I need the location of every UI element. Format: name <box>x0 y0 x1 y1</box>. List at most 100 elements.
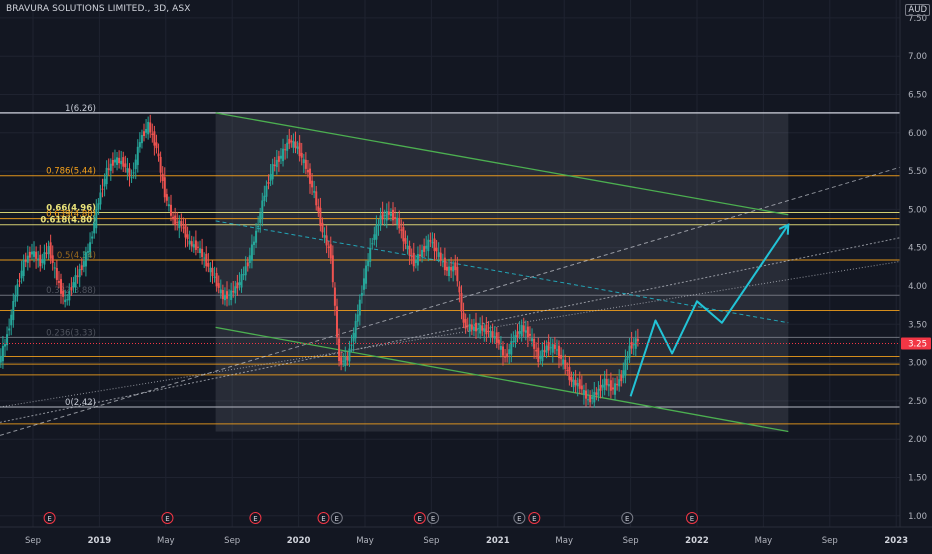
candle-body <box>616 383 619 386</box>
earnings-marker-icon[interactable] <box>161 512 174 524</box>
time-axis-tick: May <box>356 536 374 546</box>
candle-body <box>153 131 156 146</box>
candle-body <box>126 167 129 173</box>
channel-bottom-line[interactable] <box>215 326 789 433</box>
candle-body <box>174 215 177 226</box>
candle-body <box>389 213 392 216</box>
candle-body <box>323 234 326 238</box>
candle-body <box>504 356 507 358</box>
candle-body <box>167 204 170 207</box>
candle-body <box>456 266 459 282</box>
candle-body <box>265 185 268 197</box>
price-axis-tick: 2.00 <box>908 435 927 445</box>
candle-body <box>149 122 152 133</box>
earnings-marker-label: E <box>253 515 257 523</box>
projection-arrowhead <box>778 223 790 235</box>
candle-body <box>186 234 189 240</box>
time-axis-tick: Sep <box>224 536 240 546</box>
candle-body <box>55 267 58 280</box>
candle-body <box>404 238 407 244</box>
candle-body <box>350 344 353 346</box>
candle-body <box>120 160 123 165</box>
candle-body <box>410 256 413 258</box>
candle-body <box>356 314 359 322</box>
candle-body <box>159 156 162 173</box>
candle-body <box>377 224 380 226</box>
candle-body <box>508 349 511 354</box>
candle-body <box>462 312 465 323</box>
earnings-marker-label: E <box>690 515 694 523</box>
time-axis-tick: Sep <box>423 536 439 546</box>
currency-badge[interactable]: AUD <box>905 4 930 16</box>
candle-body <box>217 283 220 288</box>
earnings-marker-icon[interactable] <box>621 512 634 524</box>
candle-body <box>37 258 40 260</box>
earnings-marker-icon[interactable] <box>330 512 343 524</box>
earnings-marker-icon[interactable] <box>43 512 56 524</box>
earnings-marker-icon[interactable] <box>249 512 262 524</box>
trend-line-dashed[interactable] <box>0 166 901 436</box>
candle-body <box>22 259 25 277</box>
candle-body <box>321 222 324 233</box>
candle-body <box>458 286 461 293</box>
candle-body <box>365 265 368 284</box>
candle-body <box>522 325 525 332</box>
candle-body <box>107 168 110 170</box>
candle-body <box>611 387 614 390</box>
candle-body <box>188 240 191 245</box>
earnings-marker-icon[interactable] <box>686 512 699 524</box>
candle-body <box>435 247 438 252</box>
candle-body <box>172 216 175 220</box>
trend-line-dotted[interactable] <box>0 260 901 408</box>
candle-body <box>574 380 577 386</box>
channel-top-line[interactable] <box>215 112 789 216</box>
candle-body <box>342 360 345 362</box>
trend-line-dotted[interactable] <box>0 237 901 423</box>
candle-body <box>134 159 137 170</box>
candle-body <box>398 218 401 229</box>
candle-body <box>252 241 255 246</box>
candle-body <box>464 318 467 329</box>
fib-level-label: 0.639(4.88) <box>46 210 96 220</box>
time-axis-tick: May <box>157 536 175 546</box>
projection-path[interactable] <box>629 224 790 397</box>
candle-body <box>143 131 146 137</box>
candle-body <box>80 265 83 271</box>
candle-body <box>618 379 621 387</box>
candle-body <box>327 246 330 249</box>
candle-body <box>33 251 36 257</box>
candle-body <box>269 173 272 181</box>
candle-body <box>10 314 13 326</box>
candle-body <box>66 299 69 301</box>
candle-body <box>423 246 426 252</box>
earnings-marker-icon[interactable] <box>528 512 541 524</box>
candle-body <box>72 282 75 288</box>
candle-body <box>296 146 299 149</box>
candle-body <box>74 275 77 288</box>
candle-body <box>132 172 135 174</box>
candle-body <box>385 210 388 221</box>
candle-body <box>236 282 239 289</box>
price-axis-tick: 5.00 <box>908 205 927 215</box>
candle-body <box>597 388 600 396</box>
price-axis-tick: 3.50 <box>908 320 927 330</box>
time-axis-bg <box>0 527 932 550</box>
candle-body <box>140 135 143 144</box>
candle-body <box>221 290 224 300</box>
candle-body <box>433 238 436 251</box>
fib-level-label: 1(6.26) <box>65 104 96 114</box>
earnings-marker-icon[interactable] <box>427 512 440 524</box>
earnings-marker-icon[interactable] <box>413 512 426 524</box>
candle-body <box>506 353 509 358</box>
candle-body <box>261 200 264 219</box>
candle-body <box>587 399 590 401</box>
candle-body <box>531 338 534 342</box>
earnings-marker-icon[interactable] <box>513 512 526 524</box>
earnings-marker-icon[interactable] <box>317 512 330 524</box>
candle-body <box>537 347 540 362</box>
candle-body <box>479 324 482 334</box>
channel-mid-line[interactable] <box>215 220 789 324</box>
candle-body <box>20 270 23 279</box>
candle-body <box>315 191 318 206</box>
